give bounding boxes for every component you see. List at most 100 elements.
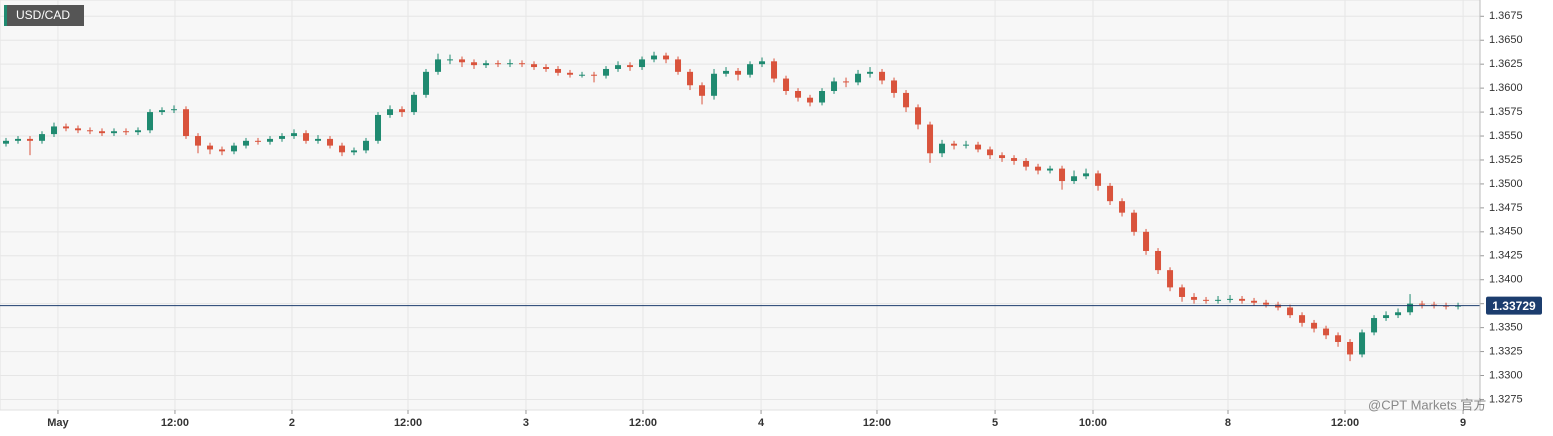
candle-body bbox=[1347, 341, 1354, 355]
candle-body bbox=[123, 131, 130, 133]
candle-body bbox=[579, 74, 586, 76]
candle-body bbox=[1287, 307, 1294, 316]
candle-body bbox=[555, 68, 562, 73]
candle-body bbox=[627, 65, 634, 68]
candle-body bbox=[267, 138, 274, 142]
last-price-label: 1.33729 bbox=[1492, 299, 1536, 313]
candle-body bbox=[651, 55, 658, 60]
y-tick-label: 1.3350 bbox=[1489, 322, 1523, 334]
candle-body bbox=[1323, 328, 1330, 336]
candle-body bbox=[87, 130, 94, 132]
candle-body bbox=[975, 144, 982, 150]
candle-body bbox=[915, 107, 922, 125]
y-tick-label: 1.3425 bbox=[1489, 250, 1523, 262]
candle-body bbox=[1431, 304, 1438, 306]
candle-body bbox=[279, 136, 286, 139]
candle-body bbox=[1359, 332, 1366, 355]
candle-body bbox=[1047, 168, 1054, 171]
candle-body bbox=[639, 59, 646, 68]
candle-body bbox=[1167, 270, 1174, 288]
candle-body bbox=[159, 110, 166, 113]
y-tick-label: 1.3650 bbox=[1489, 34, 1523, 46]
candle-body bbox=[1119, 201, 1126, 213]
candle-body bbox=[435, 59, 442, 72]
y-tick-label: 1.3475 bbox=[1489, 202, 1523, 214]
candle-body bbox=[843, 81, 850, 83]
y-tick-label: 1.3525 bbox=[1489, 154, 1523, 166]
candle-body bbox=[303, 133, 310, 141]
candle-body bbox=[879, 71, 886, 81]
x-tick-label: 12:00 bbox=[1331, 417, 1359, 429]
labels: 1.3675 1.3650 1.3625 1.3600 1.3575 1.3550 1.35… bbox=[47, 0, 1542, 429]
candle-body bbox=[819, 91, 826, 103]
x-tick-label: May bbox=[47, 417, 69, 429]
x-tick-label: 2 bbox=[289, 417, 295, 429]
candle-body bbox=[471, 62, 478, 66]
x-tick-label: 9 bbox=[1460, 417, 1466, 429]
last-price-box bbox=[1486, 296, 1542, 315]
candle-body bbox=[963, 144, 970, 146]
title-stripe bbox=[4, 5, 7, 26]
candle-body bbox=[603, 68, 610, 76]
candle-body bbox=[339, 145, 346, 153]
candle-body bbox=[243, 140, 250, 146]
candle-body bbox=[1011, 158, 1018, 161]
candle-body bbox=[399, 109, 406, 113]
candle-body bbox=[1071, 176, 1078, 182]
candle-body bbox=[999, 155, 1006, 159]
candle-body bbox=[831, 81, 838, 92]
candle-body bbox=[1035, 166, 1042, 171]
candle-body bbox=[147, 112, 154, 131]
y-tick-label: 1.3300 bbox=[1489, 369, 1523, 381]
candle-body bbox=[1131, 212, 1138, 232]
candle-body bbox=[15, 138, 22, 141]
candle-body bbox=[663, 55, 670, 60]
candle-body bbox=[723, 70, 730, 74]
candle-body bbox=[783, 78, 790, 92]
candle-body bbox=[867, 71, 874, 74]
candle-body bbox=[519, 63, 526, 65]
candle-body bbox=[63, 126, 70, 129]
candle-body bbox=[1419, 303, 1426, 305]
candle-body bbox=[1383, 315, 1390, 319]
candle-body bbox=[747, 64, 754, 75]
candle-body bbox=[111, 131, 118, 134]
candle-body bbox=[591, 74, 598, 76]
candle-body bbox=[507, 63, 514, 65]
candle-body bbox=[1107, 185, 1114, 202]
candle-body bbox=[231, 145, 238, 152]
x-tick-label: 12:00 bbox=[863, 417, 891, 429]
x-tick-label: 5 bbox=[992, 417, 998, 429]
candle-body bbox=[1215, 299, 1222, 301]
candle-body bbox=[711, 73, 718, 96]
candle-body bbox=[1311, 322, 1318, 329]
candle-body bbox=[939, 143, 946, 154]
title-box bbox=[4, 5, 84, 26]
y-tick-label: 1.3675 bbox=[1489, 10, 1523, 22]
y-tick-label: 1.3600 bbox=[1489, 82, 1523, 94]
candle-body bbox=[795, 91, 802, 98]
candle-body bbox=[495, 63, 502, 65]
candle-body bbox=[699, 85, 706, 96]
candle-body bbox=[1083, 173, 1090, 177]
candle-body bbox=[1143, 231, 1150, 251]
candle-body bbox=[3, 140, 10, 144]
candle-body bbox=[27, 138, 34, 141]
candle-body bbox=[1227, 298, 1234, 300]
candle-body bbox=[99, 131, 106, 134]
x-tick-label: 12:00 bbox=[394, 417, 422, 429]
candle-body bbox=[855, 73, 862, 83]
grid bbox=[0, 0, 1480, 410]
y-tick-label: 1.3400 bbox=[1489, 274, 1523, 286]
x-tick-label: 4 bbox=[758, 417, 765, 429]
chart-title: USD/CAD bbox=[16, 8, 70, 22]
candle-body bbox=[771, 61, 778, 79]
candle-body bbox=[615, 65, 622, 69]
candle-body bbox=[363, 140, 370, 151]
candle-body bbox=[759, 61, 766, 65]
candle-body bbox=[447, 59, 454, 61]
candle-body bbox=[327, 138, 334, 146]
candle-body bbox=[1239, 298, 1246, 301]
y-tick-label: 1.3575 bbox=[1489, 106, 1523, 118]
